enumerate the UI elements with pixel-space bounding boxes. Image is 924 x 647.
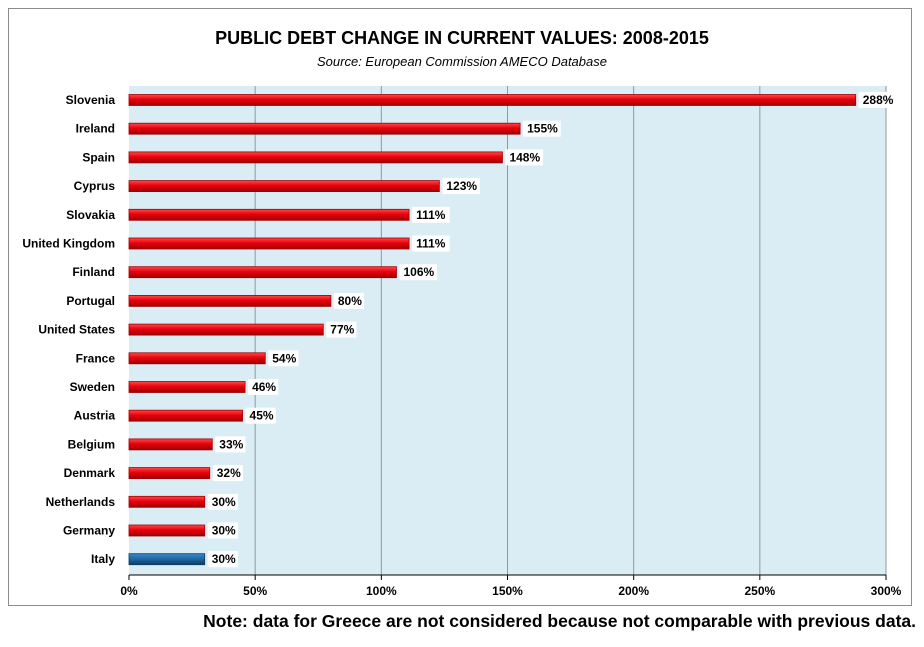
chart-subtitle: Source: European Commission AMECO Databa… [317, 54, 607, 69]
bar [128, 266, 397, 279]
bar [128, 323, 324, 336]
x-tick-label: 150% [492, 584, 523, 598]
bar [128, 294, 332, 307]
category-label: Netherlands [46, 495, 116, 509]
bar [128, 208, 410, 221]
data-label: 32% [217, 466, 241, 480]
x-tick-label: 300% [871, 584, 902, 598]
data-label: 30% [212, 495, 236, 509]
bar [128, 467, 211, 480]
bar [128, 237, 410, 250]
category-label: Portugal [66, 294, 115, 308]
category-label: Italy [91, 552, 115, 566]
data-label-bg [248, 379, 279, 395]
x-tick-label: 50% [243, 584, 267, 598]
data-label-bg [523, 120, 561, 137]
data-label-bg [412, 235, 450, 252]
category-label: Spain [82, 150, 115, 164]
category-label: Belgium [68, 437, 115, 451]
category-label: Ireland [76, 122, 115, 136]
data-label-bg [326, 321, 357, 338]
category-label: Cyprus [74, 179, 116, 193]
x-tick-labels: 0% 50% 100% 150% 200% 250% 300% [120, 575, 902, 598]
data-label-bg [215, 436, 246, 453]
bar [128, 409, 243, 422]
bar [128, 438, 213, 451]
data-label-bg [858, 92, 897, 108]
bar [128, 495, 206, 508]
bar [128, 352, 266, 365]
bar [128, 180, 440, 193]
data-label-bg [442, 178, 480, 195]
gridlines [254, 86, 887, 575]
data-label: 33% [219, 437, 243, 451]
data-label-bg [333, 292, 365, 309]
bar [128, 94, 857, 106]
data-label: 30% [212, 552, 236, 566]
bar-chart: PUBLIC DEBT CHANGE IN CURRENT VALUES: 20… [22, 28, 902, 598]
data-labels: 288% 155% 148% 123% 111% 111% 106% 80% 77% 54% 46%… [207, 92, 897, 568]
x-tick-label: 200% [618, 584, 649, 598]
category-label: Slovakia [66, 208, 115, 222]
category-label: Sweden [70, 380, 115, 394]
category-label: Austria [74, 409, 116, 423]
data-label-bg [268, 350, 299, 367]
data-label: 54% [272, 351, 296, 365]
footnote: Note: data for Greece are not considered… [203, 611, 916, 631]
x-tick-label: 250% [744, 584, 775, 598]
data-label: 45% [250, 409, 274, 423]
data-label-bg [207, 493, 238, 510]
category-label: United States [38, 323, 115, 337]
category-label: Slovenia [66, 93, 116, 107]
data-label: 288% [863, 93, 894, 107]
data-label-bg [245, 407, 276, 424]
bar [128, 524, 206, 537]
data-label: 123% [446, 179, 477, 193]
category-label: France [76, 351, 116, 365]
data-label: 80% [338, 294, 362, 308]
x-tick-label: 0% [120, 584, 138, 598]
data-label: 111% [416, 208, 446, 222]
data-label: 111% [416, 237, 446, 251]
category-label: Denmark [64, 466, 116, 480]
data-label-bg [399, 264, 438, 281]
chart-title: PUBLIC DEBT CHANGE IN CURRENT VALUES: 20… [215, 28, 709, 48]
data-label-bg [207, 522, 238, 539]
data-label-bg [412, 206, 450, 223]
data-label: 148% [509, 150, 540, 164]
bars [128, 94, 857, 566]
data-label: 155% [527, 122, 558, 136]
bar [128, 122, 521, 135]
bar-highlight [128, 553, 206, 566]
category-label: United Kingdom [22, 237, 115, 251]
bar [128, 151, 503, 164]
data-label: 30% [212, 524, 236, 538]
bar [128, 381, 246, 393]
data-label: 46% [252, 380, 276, 394]
data-label: 77% [330, 323, 354, 337]
data-label-bg [505, 149, 544, 166]
data-label-bg [212, 465, 243, 482]
category-label: Germany [63, 524, 115, 538]
x-tick-label: 100% [366, 584, 397, 598]
category-labels: Slovenia Ireland Spain Cyprus Slovakia United… [22, 93, 115, 566]
data-label-bg [207, 551, 238, 568]
data-label: 106% [403, 265, 434, 279]
category-label: Finland [72, 265, 115, 279]
